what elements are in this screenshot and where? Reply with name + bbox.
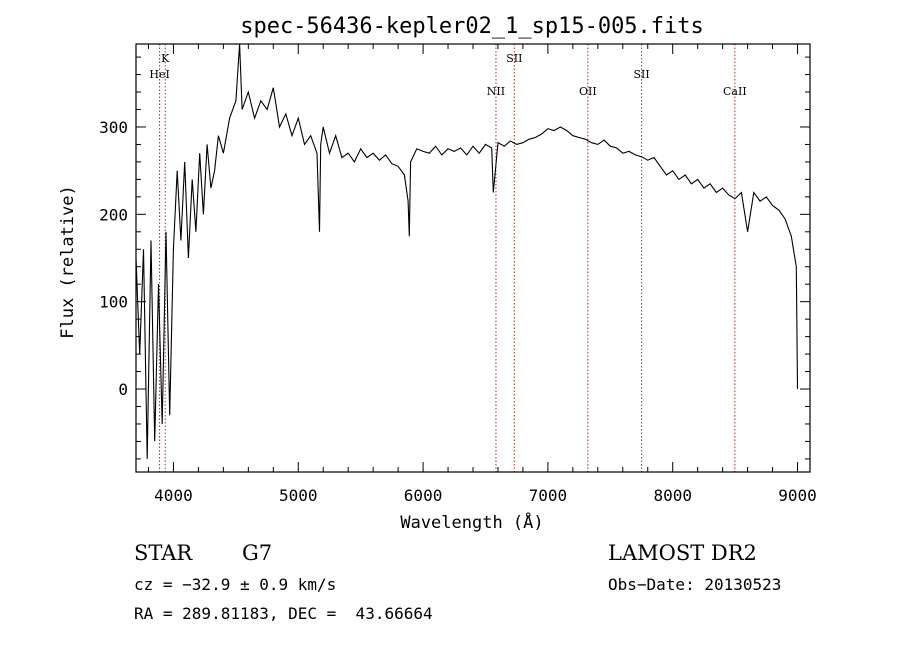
chart-title: spec-56436-kepler02_1_sp15-005.fits	[240, 14, 704, 39]
spectrum-line	[135, 43, 799, 459]
y-tick-label: 300	[99, 118, 128, 137]
y-axis-label: Flux (relative)	[58, 185, 78, 339]
line-marker-label: OII	[579, 85, 597, 98]
plot-frame	[135, 43, 811, 473]
x-axis-label: Wavelength (Å)	[400, 511, 543, 533]
sky-coordinates: RA = 289.81183, DEC = 43.66664	[134, 604, 433, 623]
observation-date: Obs−Date: 20130523	[608, 575, 782, 594]
spectrum-chart: spec-56436-kepler02_1_sp15-005.fits K HeI…	[58, 14, 817, 533]
y-tick-label: 0	[118, 380, 128, 399]
object-type: STAR	[134, 541, 193, 565]
line-marker-label: NII	[487, 85, 505, 98]
y-tick-label: 100	[99, 293, 128, 312]
x-tick-label: 4000	[154, 486, 193, 505]
line-marker-label: CaII	[723, 85, 747, 98]
x-axis-ticks: 4000 5000 6000 7000 8000 9000	[147, 44, 817, 505]
spectral-subclass: G7	[242, 541, 273, 565]
line-markers: K HeI SII NII OII SII CaII	[149, 44, 747, 472]
survey-name: LAMOST DR2	[608, 541, 757, 565]
x-tick-label: 8000	[653, 486, 692, 505]
y-tick-label: 200	[99, 205, 128, 224]
line-marker-label: K	[161, 52, 170, 65]
x-tick-label: 7000	[529, 486, 568, 505]
redshift-velocity: cz = −32.9 ± 0.9 km/s	[134, 575, 337, 594]
x-tick-label: 6000	[404, 486, 443, 505]
line-marker-label: SII	[634, 68, 650, 81]
x-tick-label: 9000	[778, 486, 817, 505]
x-tick-label: 5000	[279, 486, 318, 505]
line-marker-label: HeI	[149, 68, 169, 81]
line-marker-label: SII	[506, 52, 522, 65]
y-axis-ticks: 0 100 200 300	[99, 56, 810, 460]
